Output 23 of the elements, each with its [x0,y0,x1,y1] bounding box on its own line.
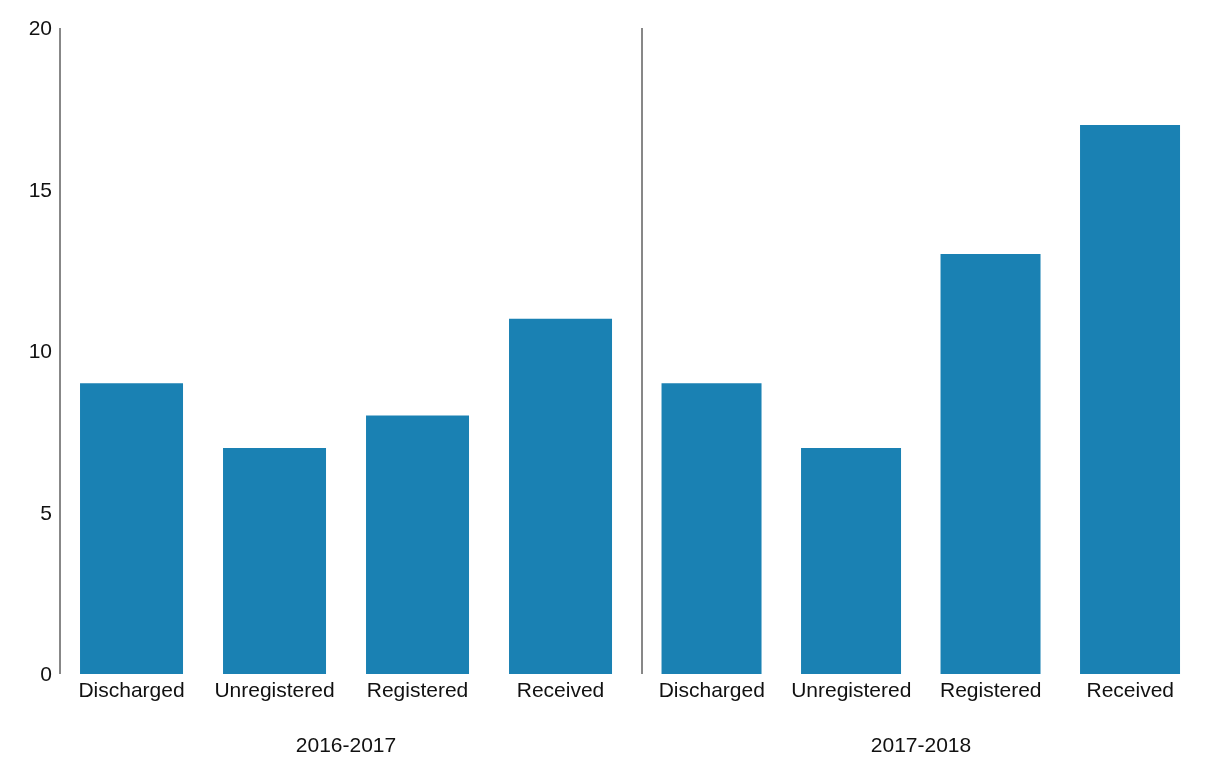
bar [1080,124,1181,674]
bar [940,254,1041,674]
x-tick-label: Received [1086,677,1175,701]
bar [223,447,327,674]
x-tick-label: Discharged [78,677,185,701]
bar [366,415,470,674]
y-tick-label: 20 [28,16,52,40]
y-tick-label: 0 [40,662,52,686]
x-axis-title: 2017-2018 [870,733,972,756]
x-tick-label: Discharged [658,677,765,701]
y-tick-label: 5 [40,500,52,524]
x-tick-label: Registered [939,677,1042,701]
bar [661,383,762,674]
x-tick-label: Registered [366,677,469,701]
x-tick-label: Unregistered [214,677,335,701]
y-tick-label: 10 [28,339,52,363]
bar [509,318,613,674]
y-tick-label: 15 [28,177,52,201]
x-tick-label: Unregistered [791,677,912,701]
x-tick-label: Received [516,677,605,701]
x-axis-title: 2016-2017 [295,733,397,756]
bar [80,383,184,674]
bar [801,447,902,674]
